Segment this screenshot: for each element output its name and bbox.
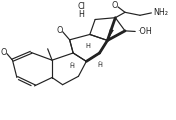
Text: O: O bbox=[1, 48, 7, 57]
Text: Ḧ: Ḧ bbox=[70, 63, 75, 69]
Text: O: O bbox=[111, 1, 118, 10]
Polygon shape bbox=[107, 29, 114, 40]
Text: Cl: Cl bbox=[77, 2, 85, 11]
Text: H: H bbox=[85, 43, 90, 49]
Text: NH₂: NH₂ bbox=[153, 8, 168, 17]
Text: H: H bbox=[78, 10, 84, 19]
Text: ·OH: ·OH bbox=[137, 27, 152, 36]
Text: Ḧ: Ḧ bbox=[98, 62, 102, 68]
Text: O: O bbox=[56, 26, 63, 35]
